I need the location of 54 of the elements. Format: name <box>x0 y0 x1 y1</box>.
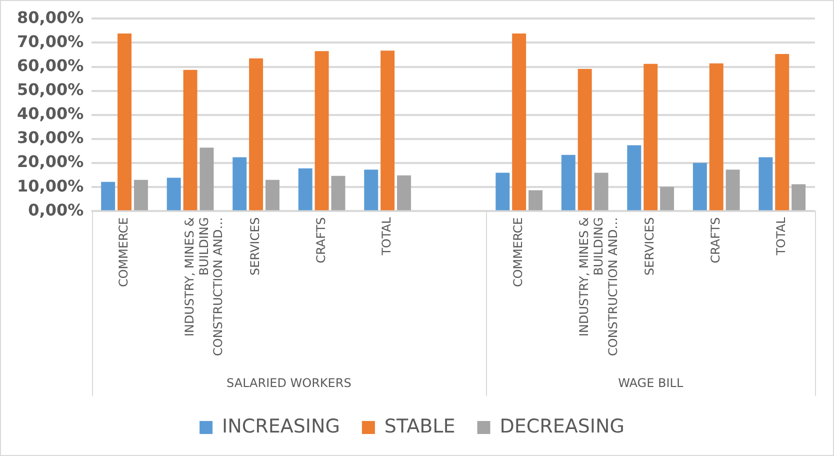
bar <box>249 58 264 210</box>
x-tick-label: COMMERCE <box>511 217 526 288</box>
x-tick-label: SERVICES <box>248 217 262 276</box>
y-tick-label: 10,00% <box>17 176 84 196</box>
x-tick-label: TOTAL <box>774 216 788 256</box>
x-tick-label: SERVICES <box>642 217 657 276</box>
x-tick-label: CRAFTS <box>708 217 722 264</box>
y-tick-label: 0,00% <box>28 200 84 220</box>
bar <box>380 50 395 210</box>
y-tick-label: 80,00% <box>17 8 84 27</box>
bar <box>660 186 674 210</box>
bar <box>101 182 116 210</box>
bar <box>364 170 378 210</box>
bar <box>594 172 608 210</box>
text: SALARIED WORKERS <box>226 376 352 390</box>
bar <box>298 168 312 210</box>
y-tick-label: 40,00% <box>17 104 84 124</box>
bar <box>578 68 592 210</box>
y-tick-label: 30,00% <box>17 128 84 148</box>
bar <box>758 157 773 210</box>
bar <box>134 180 148 210</box>
bar <box>512 34 526 210</box>
legend-label: DECREASING <box>500 415 624 438</box>
legend-label: INCREASING <box>222 415 340 438</box>
bar <box>775 54 790 210</box>
bar <box>726 170 740 210</box>
x-tick-label: CRAFTS <box>314 217 328 264</box>
x-tick-label: INDUSTRY, MINES & BUILDING CONSTRUCTION AND… <box>182 217 226 356</box>
x-tick-label: TOTAL <box>380 216 394 256</box>
bar <box>692 162 707 210</box>
bar <box>627 145 642 210</box>
y-tick-label: 20,00% <box>17 152 84 172</box>
bar <box>528 190 543 210</box>
bar <box>166 178 181 210</box>
bar <box>183 70 198 210</box>
bar <box>331 176 346 210</box>
bar <box>709 63 724 210</box>
bar <box>792 184 806 210</box>
x-tick-label: INDUSTRY, MINES & BUILDING CONSTRUCTION AND… <box>576 217 620 356</box>
bar <box>496 172 510 210</box>
x-tick-label: COMMERCE <box>116 217 131 288</box>
bar <box>265 180 280 210</box>
bar <box>397 175 411 210</box>
bar <box>644 64 658 210</box>
y-tick-label: 60,00% <box>17 56 84 75</box>
y-tick-label: 70,00% <box>17 32 84 51</box>
bar <box>314 51 329 210</box>
bar <box>232 157 247 210</box>
text: WAGE BILL <box>618 376 684 390</box>
y-tick-label: 50,00% <box>17 80 84 99</box>
legend-label: STABLE <box>384 415 456 438</box>
bar <box>200 148 214 210</box>
bar <box>561 154 576 210</box>
bar <box>118 34 132 210</box>
